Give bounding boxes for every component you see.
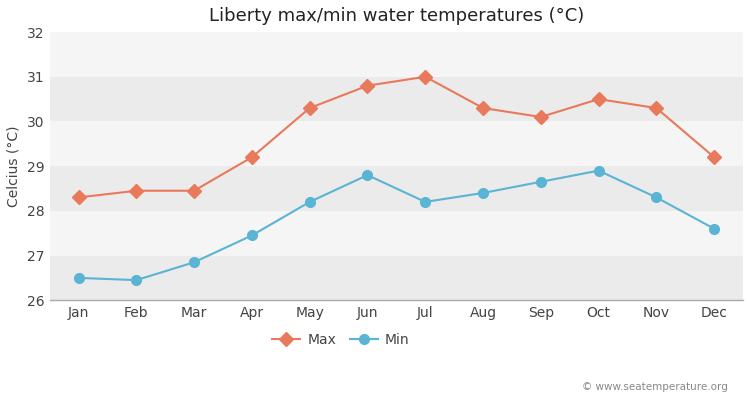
Legend: Max, Min: Max, Min — [267, 327, 415, 352]
Bar — [50, 166, 743, 211]
Y-axis label: Celcius (°C): Celcius (°C) — [7, 125, 21, 207]
Bar — [50, 32, 743, 77]
Title: Liberty max/min water temperatures (°C): Liberty max/min water temperatures (°C) — [209, 7, 584, 25]
Bar — [50, 211, 743, 256]
Bar — [50, 77, 743, 122]
Bar — [50, 256, 743, 300]
Bar — [50, 122, 743, 166]
Text: © www.seatemperature.org: © www.seatemperature.org — [582, 382, 728, 392]
